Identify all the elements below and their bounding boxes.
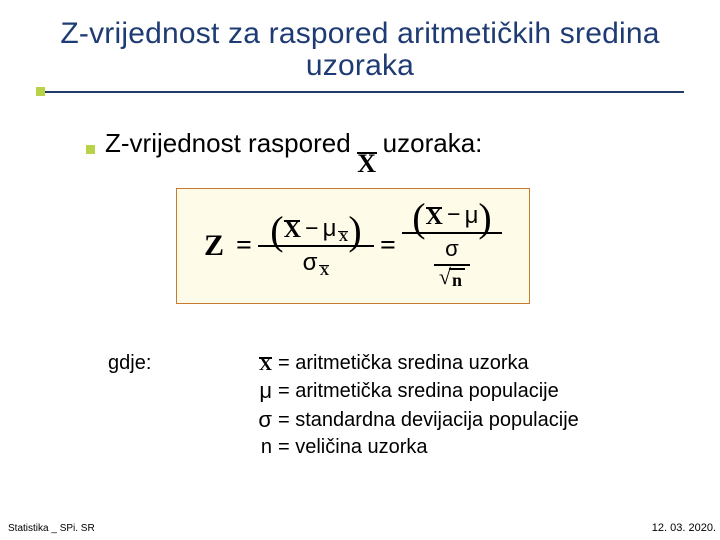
title-block: Z-vrijednost za raspored aritmetičkih sr… [0,0,720,87]
sigma-symbol: σ [303,249,318,277]
def-text-3: = veličina uzorka [278,436,428,459]
lparen: ( [270,219,283,243]
def-symbol-xbar-icon: X [238,357,272,370]
equals-1: = [236,230,252,262]
bullet-text: Z-vrijednost raspored X uzoraka: [105,128,482,170]
sqrt-n: √ n [439,268,465,291]
minus-1: − [305,216,319,243]
sigma-symbol-2: σ [445,236,459,262]
fraction-1: ( X − μ X ) σ [258,215,374,277]
rparen: ) [348,219,361,243]
fraction-2: ( X − μ ) σ √ [402,202,502,291]
slide-title: Z-vrijednost za raspored aritmetičkih sr… [40,18,680,83]
def-symbol-mu-icon: μ [238,378,272,404]
def-text-0: = aritmetička sredina uzorka [278,352,529,375]
formula-box: Z = ( X − μ X ) [176,188,530,304]
radical-icon: √ n [439,268,465,291]
def-row-xbar: X = aritmetička sredina uzorka [238,352,579,375]
minus-2: − [447,202,461,229]
frac1-numerator: ( X − μ X ) [268,215,364,243]
def-symbol-sigma-icon: σ [238,407,272,433]
sigma-sub-xbar-icon: X [319,265,329,275]
definitions: gdje: X = aritmetička sredina uzorka μ =… [108,352,660,462]
mu-sub-xbar-icon: X [338,231,348,241]
nested-fraction: σ √ n [434,236,470,291]
title-underline [36,91,684,93]
def-text-2: = standardna devijacija populacije [278,409,579,432]
defs-list: X = aritmetička sredina uzorka μ = aritm… [238,352,579,462]
footer-right: 12. 03. 2020. [652,522,716,534]
slide: Z-vrijednost za raspored aritmetičkih sr… [0,0,720,540]
def-row-n: n = veličina uzorka [238,436,579,459]
bullet-after: uzoraka: [383,128,483,159]
bullet-marker-icon [86,145,95,154]
xbar-symbol: X [284,220,301,237]
defs-label: gdje: [108,352,238,462]
frac2-numerator: ( X − μ ) [412,202,492,230]
lparen-2: ( [412,206,425,230]
mu-symbol: μ [323,215,337,243]
frac1-denominator: σ X [303,249,330,277]
equals-2: = [380,230,396,262]
def-symbol-n-icon: n [238,436,272,459]
z-symbol: Z [204,229,224,263]
formula: Z = ( X − μ X ) [204,202,502,291]
mu-symbol-2: μ [465,202,479,230]
n-symbol: n [449,268,465,291]
def-text-1: = aritmetička sredina populacije [278,380,559,403]
def-row-mu: μ = aritmetička sredina populacije [238,378,579,404]
xbar-symbol-2: X [426,207,443,224]
frac2-denominator: σ √ n [434,236,470,291]
bullet-before: Z-vrijednost raspored [105,128,351,159]
footer-left: Statistika _ SPi. SR [8,523,95,534]
def-row-sigma: σ = standardna devijacija populacije [238,407,579,433]
bullet-row: Z-vrijednost raspored X uzoraka: [86,128,660,170]
xbar-x: X [357,156,376,172]
rparen-2: ) [478,206,491,230]
xbar-icon: X [357,152,377,172]
